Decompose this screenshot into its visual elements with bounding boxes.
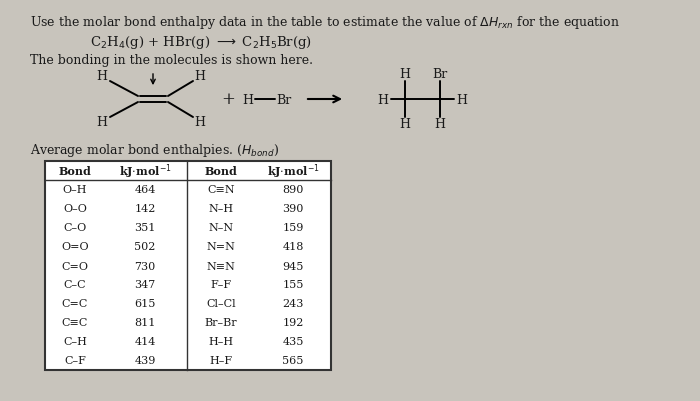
Text: H: H xyxy=(400,68,410,81)
Text: H: H xyxy=(377,93,388,106)
Text: C=O: C=O xyxy=(62,261,88,271)
Text: 945: 945 xyxy=(282,261,304,271)
Text: O–O: O–O xyxy=(63,204,87,214)
Text: H: H xyxy=(195,115,206,128)
Text: 811: 811 xyxy=(134,318,155,328)
Text: H–H: H–H xyxy=(209,337,234,346)
Text: 439: 439 xyxy=(134,356,155,366)
Text: Bond: Bond xyxy=(59,166,92,176)
Text: kJ$\cdot$mol$^{-1}$: kJ$\cdot$mol$^{-1}$ xyxy=(118,162,172,180)
Text: Br: Br xyxy=(433,68,447,81)
Text: 192: 192 xyxy=(282,318,304,328)
Text: C≡C: C≡C xyxy=(62,318,88,328)
Text: 565: 565 xyxy=(282,356,304,366)
Text: kJ$\cdot$mol$^{-1}$: kJ$\cdot$mol$^{-1}$ xyxy=(267,162,319,180)
Text: H: H xyxy=(456,93,468,106)
Text: N–H: N–H xyxy=(209,204,234,214)
Text: 142: 142 xyxy=(134,204,155,214)
Text: Average molar bond enthalpies. ($H_{bond}$): Average molar bond enthalpies. ($H_{bond… xyxy=(30,142,279,159)
Text: C=C: C=C xyxy=(62,299,88,309)
Text: C≡N: C≡N xyxy=(207,185,234,195)
Text: H: H xyxy=(97,70,108,83)
Text: H: H xyxy=(435,118,445,131)
Text: N=N: N=N xyxy=(206,242,235,252)
Text: 615: 615 xyxy=(134,299,155,309)
Text: C–C: C–C xyxy=(64,280,86,290)
Text: 243: 243 xyxy=(282,299,304,309)
Text: N–N: N–N xyxy=(209,223,234,233)
Text: 351: 351 xyxy=(134,223,155,233)
Text: 414: 414 xyxy=(134,337,155,346)
Text: Br: Br xyxy=(276,93,292,106)
Text: C–H: C–H xyxy=(63,337,87,346)
Text: C–F: C–F xyxy=(64,356,86,366)
Text: 435: 435 xyxy=(282,337,304,346)
Bar xyxy=(45,162,331,370)
Text: The bonding in the molecules is shown here.: The bonding in the molecules is shown he… xyxy=(30,54,313,67)
Text: 502: 502 xyxy=(134,242,155,252)
Text: C$_2$H$_4$(g) + HBr(g) $\longrightarrow$ C$_2$H$_5$Br(g): C$_2$H$_4$(g) + HBr(g) $\longrightarrow$… xyxy=(90,34,312,51)
Text: C–O: C–O xyxy=(64,223,87,233)
Text: 464: 464 xyxy=(134,185,155,195)
Text: 890: 890 xyxy=(282,185,304,195)
Text: Use the molar bond enthalpy data in the table to estimate the value of $\Delta H: Use the molar bond enthalpy data in the … xyxy=(30,14,620,31)
Text: 159: 159 xyxy=(282,223,304,233)
Text: N≡N: N≡N xyxy=(206,261,235,271)
Text: 418: 418 xyxy=(282,242,304,252)
Text: H: H xyxy=(97,115,108,128)
Text: 390: 390 xyxy=(282,204,304,214)
Text: O=O: O=O xyxy=(61,242,89,252)
Text: Cl–Cl: Cl–Cl xyxy=(206,299,236,309)
Text: 347: 347 xyxy=(134,280,155,290)
Text: 155: 155 xyxy=(282,280,304,290)
Text: +: + xyxy=(221,91,235,108)
Text: H–F: H–F xyxy=(209,356,232,366)
Text: O–H: O–H xyxy=(63,185,88,195)
Text: 730: 730 xyxy=(134,261,155,271)
Text: H: H xyxy=(400,118,410,131)
Text: Br–Br: Br–Br xyxy=(204,318,237,328)
Text: H: H xyxy=(195,70,206,83)
Text: H: H xyxy=(242,93,253,106)
Text: Bond: Bond xyxy=(204,166,237,176)
Text: F–F: F–F xyxy=(211,280,232,290)
